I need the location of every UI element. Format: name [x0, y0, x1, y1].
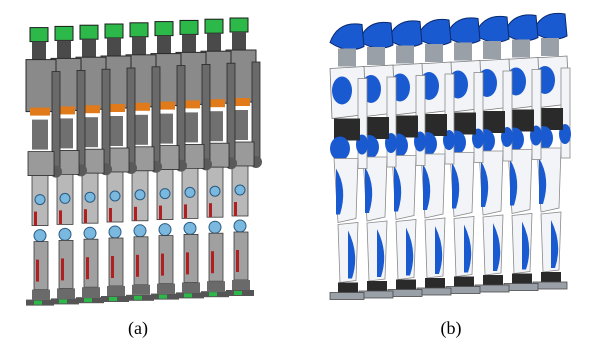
metal-robot	[125, 22, 162, 301]
blue-robot	[329, 23, 368, 300]
blue-robot	[532, 12, 571, 290]
blue-robot	[416, 18, 455, 296]
caption-a: (a)	[128, 318, 148, 338]
caption-b: (b)	[440, 318, 462, 338]
blue-robot	[358, 21, 397, 299]
robot-group-image-b	[329, 12, 571, 300]
metal-robot	[100, 23, 137, 302]
panel-b-blue-robots	[300, 0, 600, 312]
panel-a-metal-robots	[0, 0, 300, 312]
blue-robot	[474, 15, 513, 293]
robot-group-image-a	[25, 17, 262, 306]
metal-robot	[25, 27, 62, 306]
metal-robot	[150, 21, 187, 300]
